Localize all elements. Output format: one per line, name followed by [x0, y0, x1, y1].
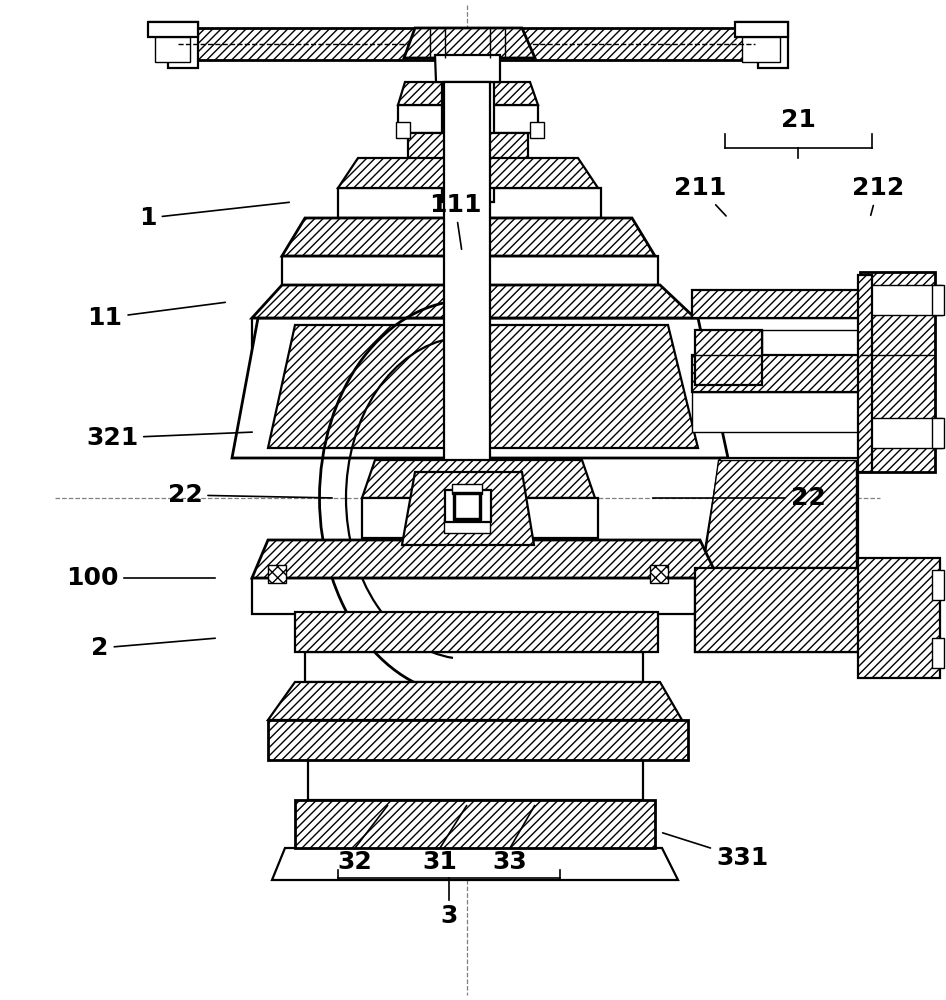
Bar: [858, 275, 872, 472]
Text: 22: 22: [167, 483, 332, 507]
Text: 331: 331: [662, 833, 768, 870]
Bar: [282, 256, 658, 288]
Bar: [408, 133, 528, 161]
Text: 2: 2: [92, 636, 216, 660]
Bar: [308, 758, 643, 800]
Text: 111: 111: [429, 193, 482, 249]
Polygon shape: [860, 272, 935, 472]
Polygon shape: [232, 318, 728, 458]
Bar: [932, 285, 944, 315]
Text: 21: 21: [780, 108, 815, 132]
Text: 212: 212: [852, 176, 904, 215]
Polygon shape: [295, 612, 658, 652]
Text: 211: 211: [674, 176, 727, 216]
Polygon shape: [178, 28, 755, 60]
Polygon shape: [148, 22, 198, 68]
Bar: [268, 565, 286, 583]
Bar: [453, 492, 481, 520]
Polygon shape: [272, 848, 678, 880]
Polygon shape: [428, 488, 508, 520]
Text: 31: 31: [423, 850, 458, 874]
Polygon shape: [268, 325, 698, 448]
Bar: [932, 418, 944, 448]
Bar: [444, 518, 490, 533]
Bar: [932, 638, 944, 668]
Text: 3: 3: [440, 904, 458, 928]
Bar: [338, 188, 601, 218]
Polygon shape: [252, 540, 718, 578]
Bar: [396, 122, 410, 138]
Text: 1: 1: [139, 202, 289, 230]
Polygon shape: [692, 392, 858, 432]
Polygon shape: [697, 460, 856, 610]
Bar: [455, 494, 479, 518]
Bar: [305, 652, 643, 682]
Polygon shape: [338, 158, 598, 188]
Bar: [650, 565, 668, 583]
Bar: [148, 22, 198, 37]
Polygon shape: [860, 418, 942, 448]
Bar: [252, 318, 700, 356]
Bar: [155, 37, 190, 62]
Bar: [252, 578, 720, 614]
Polygon shape: [268, 682, 682, 720]
Bar: [442, 82, 494, 202]
Polygon shape: [695, 458, 858, 612]
Polygon shape: [858, 558, 940, 678]
Polygon shape: [404, 28, 535, 58]
Bar: [452, 484, 482, 494]
Polygon shape: [252, 285, 695, 318]
Text: 100: 100: [66, 566, 216, 590]
Polygon shape: [402, 472, 534, 545]
Polygon shape: [295, 800, 655, 848]
Bar: [445, 490, 491, 522]
Polygon shape: [860, 285, 942, 315]
Text: 321: 321: [86, 426, 253, 450]
Polygon shape: [362, 460, 595, 498]
Bar: [530, 122, 544, 138]
Polygon shape: [282, 218, 655, 256]
Polygon shape: [735, 22, 788, 68]
Bar: [692, 355, 862, 392]
Text: 22: 22: [653, 486, 825, 510]
Polygon shape: [695, 568, 862, 652]
Text: 11: 11: [87, 302, 225, 330]
Polygon shape: [755, 28, 775, 60]
Polygon shape: [435, 55, 500, 82]
Bar: [695, 568, 865, 652]
Polygon shape: [695, 330, 762, 385]
Bar: [932, 570, 944, 600]
Bar: [742, 37, 780, 62]
Bar: [692, 318, 862, 355]
Polygon shape: [692, 355, 860, 392]
Bar: [444, 82, 490, 532]
Polygon shape: [398, 82, 538, 105]
Bar: [268, 720, 688, 760]
Bar: [398, 105, 538, 133]
Bar: [362, 498, 598, 538]
Bar: [762, 330, 860, 385]
Text: 33: 33: [493, 850, 527, 874]
Text: 32: 32: [338, 850, 373, 874]
Bar: [735, 22, 788, 37]
Polygon shape: [692, 290, 860, 318]
